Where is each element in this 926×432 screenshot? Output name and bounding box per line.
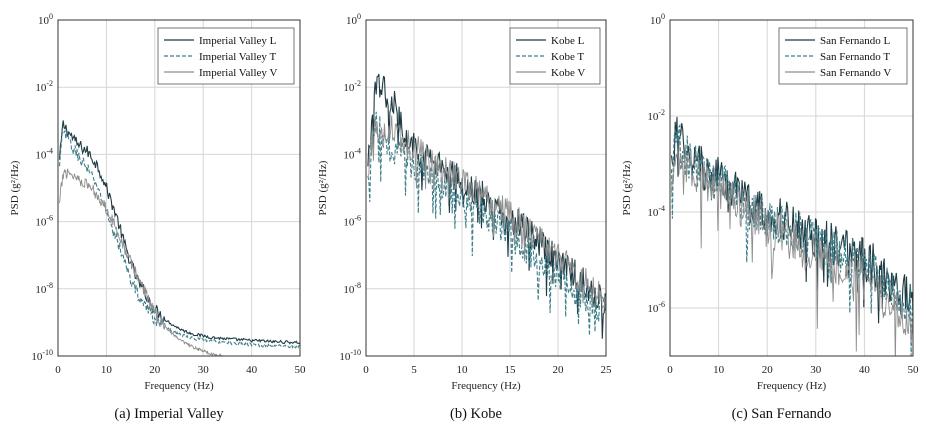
- y-tick-label: 10-6: [647, 300, 665, 315]
- chart-panel-1: 0 10 20 30 40 50 100 10-2 10-4 10-6 10-8 10-10 Frequ…: [9, 12, 306, 422]
- series-line-t: [670, 123, 913, 356]
- y-axis-label: PSD (g²/Hz): [621, 160, 633, 215]
- x-tick-label: 20: [762, 364, 774, 376]
- y-tick-label: 10-2: [343, 79, 361, 94]
- legend: Imperial Valley L Imperial Valley T Imperi…: [157, 27, 295, 85]
- plot-frame: [669, 19, 914, 357]
- legend-label-v: Imperial Valley V: [199, 67, 277, 79]
- series-line-t: [58, 129, 300, 349]
- legend-label-l: San Fernando L: [820, 35, 891, 47]
- plot-frame: [365, 19, 607, 357]
- legend-box: [157, 27, 295, 85]
- x-tick-label: 20: [553, 364, 565, 376]
- y-tick-label: 100: [346, 12, 361, 27]
- y-tick-label: 10-4: [35, 146, 53, 161]
- y-tick-label: 10-8: [343, 281, 361, 296]
- x-tick-label: 40: [246, 364, 258, 376]
- x-tick-label: 10: [713, 364, 725, 376]
- y-tick-label: 100: [650, 12, 665, 27]
- legend-label-l: Imperial Valley L: [199, 35, 277, 47]
- x-tick-label: 30: [198, 364, 210, 376]
- legend-label-t: Imperial Valley T: [199, 51, 276, 63]
- y-tick-label: 10-2: [647, 108, 665, 123]
- series-line-v: [367, 115, 606, 312]
- chart-panel-3: 0 10 20 30 40 50 100 10-2 10-4 10-6 Frequency (Hz)…: [621, 12, 919, 422]
- legend-label-t: San Fernando T: [820, 51, 890, 63]
- x-tick-label: 5: [411, 364, 417, 376]
- x-tick-label: 0: [55, 364, 61, 376]
- y-tick-label: 10-4: [647, 204, 665, 219]
- y-axis-label: PSD (g²/Hz): [317, 160, 329, 215]
- y-tick-label: 100: [38, 12, 53, 27]
- series-line-v: [671, 144, 913, 356]
- panel-caption: (c) San Fernando: [732, 406, 832, 422]
- x-tick-label: 50: [908, 364, 920, 376]
- chart-panel-2: 0 5 10 15 20 25 100 10-2 10-4 10-6 10-8 10-10 Freque…: [317, 12, 612, 422]
- x-tick-label: 10: [457, 364, 469, 376]
- legend: San Fernando L San Fernando T San Fernando…: [778, 27, 908, 85]
- y-tick-label: 10-10: [339, 348, 361, 363]
- x-axis-label: Frequency (Hz): [757, 380, 827, 392]
- series-line-v: [59, 168, 223, 356]
- y-tick-label: 10-6: [35, 214, 53, 229]
- x-tick-label: 40: [859, 364, 871, 376]
- x-tick-label: 15: [505, 364, 517, 376]
- legend-label-v: San Fernando V: [820, 67, 891, 79]
- x-tick-label: 25: [601, 364, 613, 376]
- x-tick-label: 50: [295, 364, 307, 376]
- x-tick-label: 10: [101, 364, 113, 376]
- series-line-l: [367, 73, 606, 339]
- y-tick-label: 10-6: [343, 214, 361, 229]
- x-axis-label: Frequency (Hz): [451, 380, 521, 392]
- x-tick-label: 0: [363, 364, 369, 376]
- y-axis-label: PSD (g²/Hz): [9, 160, 21, 215]
- legend-label-v: Kobe V: [551, 67, 585, 79]
- plot-frame: [57, 19, 301, 357]
- y-tick-label: 10-4: [343, 146, 361, 161]
- series-line-l: [58, 120, 300, 345]
- x-axis-label: Frequency (Hz): [144, 380, 214, 392]
- legend-box: [509, 27, 601, 85]
- y-tick-label: 10-10: [31, 348, 53, 363]
- series-line-l: [670, 116, 913, 324]
- legend-label-t: Kobe T: [551, 51, 584, 63]
- x-tick-label: 0: [667, 364, 673, 376]
- panel-caption: (a) Imperial Valley: [114, 406, 224, 422]
- series-line-t: [367, 111, 606, 336]
- y-tick-label: 10-2: [35, 79, 53, 94]
- x-tick-label: 30: [810, 364, 822, 376]
- y-tick-label: 10-8: [35, 281, 53, 296]
- panel-caption: (b) Kobe: [450, 406, 502, 422]
- legend: Kobe L Kobe T Kobe V: [509, 27, 601, 85]
- x-tick-label: 20: [149, 364, 161, 376]
- legend-label-l: Kobe L: [551, 35, 585, 47]
